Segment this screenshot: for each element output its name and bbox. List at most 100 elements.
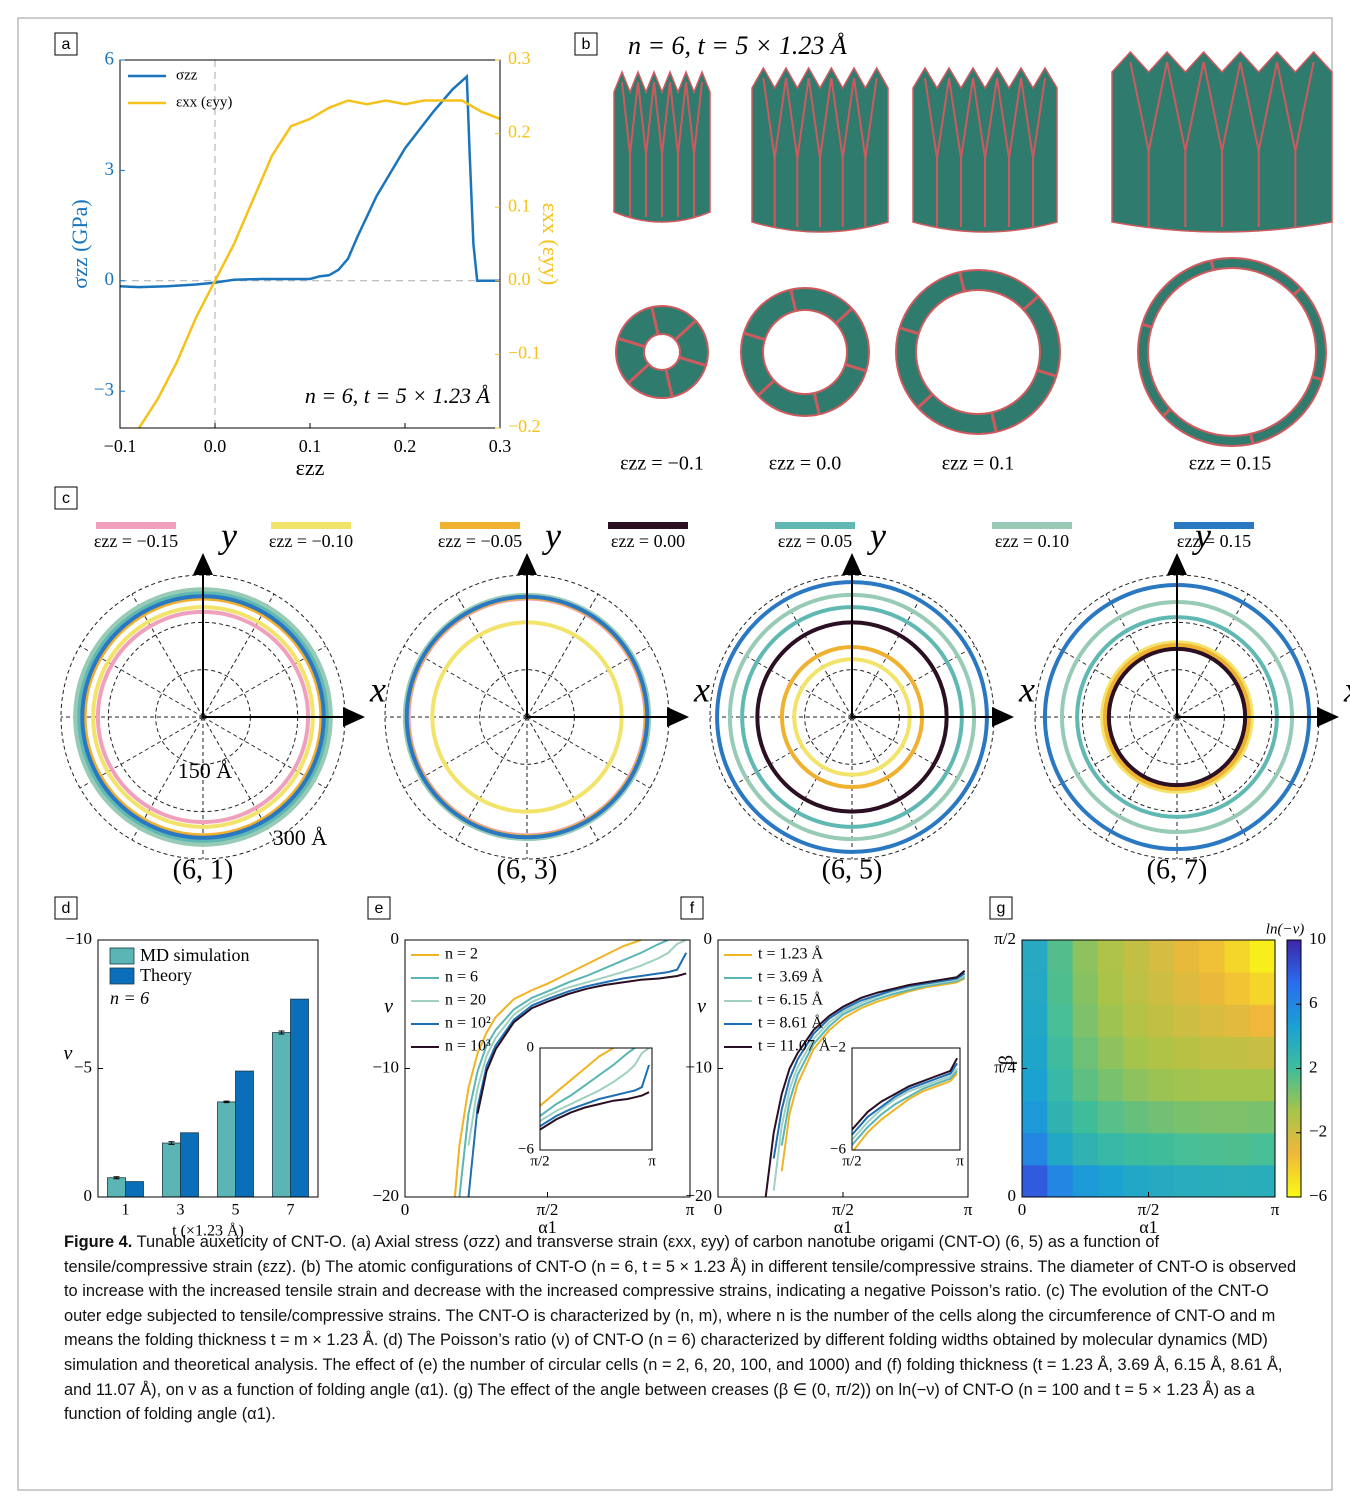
heatmap-cell <box>1149 1101 1175 1134</box>
legend-swatch <box>96 522 176 529</box>
x-tick-label: 3 <box>177 1202 185 1219</box>
panel-title: n = 6, t = 5 × 1.23 Å <box>628 31 847 60</box>
legend-label: t = 8.61 Å <box>758 1014 823 1032</box>
heatmap-cell <box>1199 1165 1225 1198</box>
x-tick-label: 0.1 <box>299 436 322 456</box>
heatmap-cell <box>1022 1101 1048 1134</box>
heatmap-cell <box>1174 1069 1200 1102</box>
bar <box>218 1102 236 1197</box>
legend-label: MD simulation <box>140 945 250 965</box>
y-tick-label: 3 <box>105 159 115 180</box>
nanotube-ring <box>906 280 1050 424</box>
legend-label: n = 2 <box>445 946 478 963</box>
heatmap-cell <box>1250 1036 1276 1069</box>
legend-swatch <box>440 522 520 529</box>
heatmap-cell <box>1047 940 1073 973</box>
heatmap-cell <box>1224 1069 1250 1102</box>
x-tick-label: π <box>648 1153 656 1169</box>
heatmap-cell <box>1123 972 1149 1005</box>
heatmap-cell <box>1149 1165 1175 1198</box>
heatmap-cell <box>1250 1101 1276 1134</box>
heatmap-cell <box>1174 972 1200 1005</box>
legend-swatch <box>110 968 134 984</box>
y-tick-label: −10 <box>65 929 92 948</box>
heatmap-cell <box>1149 940 1175 973</box>
panel-label: f <box>690 900 695 917</box>
heatmap-cell <box>1224 972 1250 1005</box>
heatmap-cell <box>1073 1101 1099 1134</box>
axis-label: β <box>996 1055 1018 1065</box>
y-tick-label: −6 <box>518 1141 534 1157</box>
caption-text: Tunable auxeticity of CNT-O. (a) Axial s… <box>64 1233 1296 1423</box>
nanotube-ring <box>1143 263 1321 441</box>
heatmap-cell <box>1022 972 1048 1005</box>
arrow-head <box>1317 707 1339 727</box>
axis-label: y <box>218 515 237 555</box>
heatmap-cell <box>1174 940 1200 973</box>
heatmap-cell <box>1149 1133 1175 1166</box>
heatmap-cell <box>1174 1101 1200 1134</box>
ring-edge <box>763 310 847 394</box>
heatmap-cell <box>1098 1101 1124 1134</box>
y-tick-label: −0.2 <box>508 416 541 436</box>
axis-label: y <box>867 515 886 555</box>
axis-label: x <box>693 669 710 709</box>
annotation: n = 6 <box>110 988 149 1008</box>
legend-label: εzz = 0.15 <box>1177 531 1251 551</box>
heatmap-cell <box>1047 1101 1073 1134</box>
page: n = 6, t = 5 × 1.23 Å a−0.10.00.10.20.3−… <box>0 0 1350 1501</box>
heatmap-cell <box>1149 972 1175 1005</box>
caption: Figure 4. Tunable auxeticity of CNT-O. (… <box>64 1230 1300 1427</box>
strain-label: εzz = 0.15 <box>1189 453 1271 475</box>
heatmap-cell <box>1174 1133 1200 1166</box>
heatmap-cell <box>1098 940 1124 973</box>
heatmap-cell <box>1098 1165 1124 1198</box>
heatmap-cell <box>1149 1069 1175 1102</box>
y-tick-label: −10 <box>685 1057 712 1076</box>
subplot-label: (6, 3) <box>497 854 558 885</box>
panel-label: d <box>62 900 71 917</box>
heatmap-cell <box>1250 1165 1276 1198</box>
bar <box>291 999 309 1197</box>
heatmap-cell <box>1098 1036 1124 1069</box>
legend-label: εzz = −0.05 <box>438 531 522 551</box>
heatmap-cell <box>1123 1036 1149 1069</box>
panel-label: g <box>997 900 1006 917</box>
heatmap-cell <box>1224 940 1250 973</box>
y-tick-label: −0.1 <box>508 343 541 363</box>
y-tick-label: −2 <box>1309 1122 1327 1141</box>
bar <box>273 1033 291 1197</box>
heatmap-cell <box>1250 940 1276 973</box>
axes-frame <box>120 60 500 428</box>
y-tick-label: −6 <box>830 1141 846 1157</box>
ring-edge <box>644 334 680 370</box>
x-tick-label: π <box>1271 1200 1280 1219</box>
x-tick-label: π <box>964 1200 973 1219</box>
heatmap-cell <box>1250 1133 1276 1166</box>
heatmap-cell <box>1123 1069 1149 1102</box>
heatmap-cell <box>1098 1004 1124 1037</box>
axis-label: σzz (GPa) <box>67 199 92 288</box>
x-tick-label: 5 <box>232 1202 240 1219</box>
axis-label: y <box>542 515 561 555</box>
legend-label: t = 11.07 Å <box>758 1037 831 1055</box>
heatmap-cell <box>1047 1036 1073 1069</box>
ring-label: 150 Å <box>178 758 233 783</box>
heatmap-cell <box>1174 1036 1200 1069</box>
legend-swatch <box>271 522 351 529</box>
y-tick-label: −6 <box>1309 1186 1327 1205</box>
caption-label: Figure 4. <box>64 1233 132 1251</box>
bar <box>163 1143 181 1197</box>
heatmap-cell <box>1250 972 1276 1005</box>
heatmap-cell <box>1224 1165 1250 1198</box>
subplot-label: (6, 1) <box>173 854 234 885</box>
legend-swatch <box>110 948 134 964</box>
bar <box>236 1071 254 1197</box>
x-tick-label: 0 <box>1018 1200 1027 1219</box>
legend-label: n = 10² <box>445 1015 491 1032</box>
legend-label: t = 6.15 Å <box>758 991 823 1009</box>
x-tick-label: 1 <box>122 1202 130 1219</box>
y-tick-label: 6 <box>1309 993 1318 1012</box>
subplot-label: (6, 7) <box>1147 854 1208 885</box>
annotation: n = 6, t = 5 × 1.23 Å <box>305 383 491 408</box>
